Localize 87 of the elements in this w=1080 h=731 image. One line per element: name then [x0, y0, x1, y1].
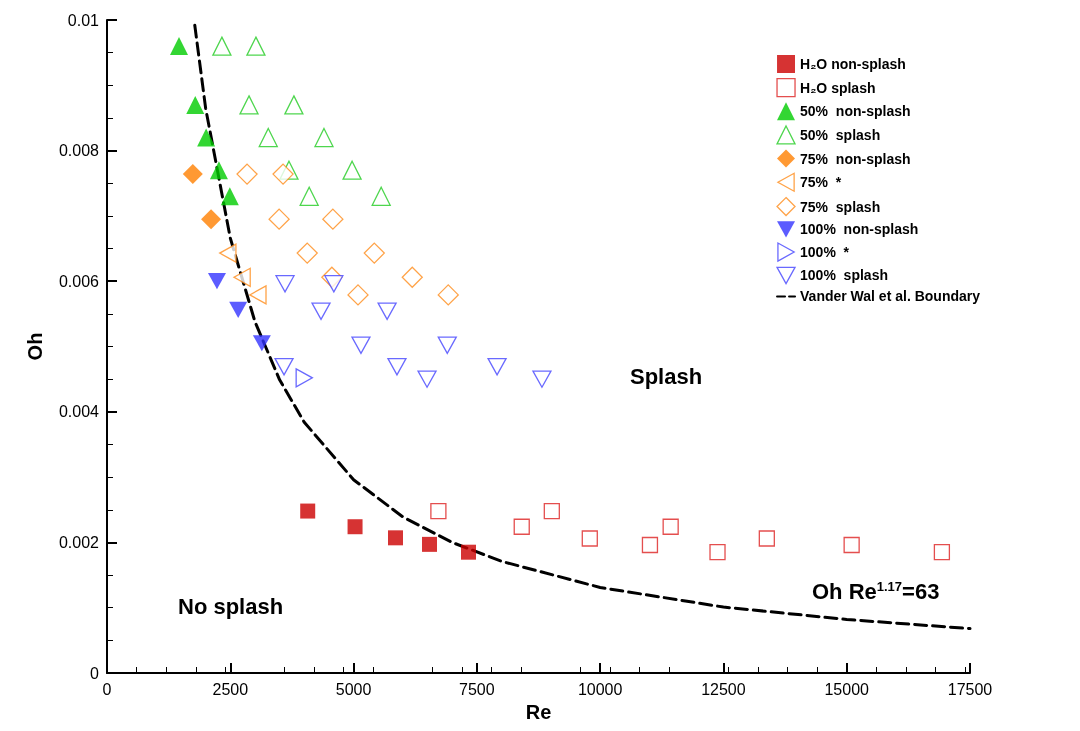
point [246, 36, 266, 56]
point [249, 285, 267, 305]
point [299, 186, 319, 206]
point [284, 95, 304, 115]
y-tick-label: 0.01 [67, 11, 100, 29]
x-tick-label: 7500 [459, 680, 495, 698]
point [422, 536, 438, 552]
point [487, 357, 507, 376]
point [314, 127, 334, 148]
point [543, 502, 560, 520]
point [401, 266, 423, 288]
x-tick-label: 0 [102, 680, 112, 698]
point [201, 209, 222, 230]
legend-label: 75% splash [800, 198, 881, 215]
point [662, 518, 679, 535]
x-tick-label: 10000 [577, 680, 623, 698]
legend-label: 50% splash [800, 126, 881, 143]
point [363, 242, 385, 264]
x-axis-title: Re [525, 700, 552, 723]
legend-label: H₂O splash [800, 79, 876, 96]
legend-label: H₂O non-splash [800, 56, 906, 72]
annotation: Splash [630, 363, 703, 389]
point [324, 275, 344, 293]
point [351, 336, 371, 354]
point [933, 544, 951, 561]
y-axis-title: Oh [24, 332, 46, 361]
point [347, 284, 369, 306]
point [268, 208, 290, 230]
x-tick-label: 5000 [335, 680, 372, 698]
point [258, 127, 278, 148]
point [300, 503, 316, 519]
point [417, 370, 437, 388]
point [170, 37, 188, 56]
x-tick-label: 15000 [824, 680, 870, 698]
legend-label: 100% splash [800, 267, 888, 284]
point [207, 273, 226, 290]
point [274, 357, 294, 376]
point [186, 95, 205, 114]
y-tick-label: 0.006 [58, 272, 100, 290]
x-tick-label: 17500 [947, 680, 993, 698]
y-tick-label: 0.002 [58, 533, 100, 551]
point [430, 502, 447, 520]
point [236, 163, 258, 185]
legend-label: 75% non-splash [800, 150, 911, 167]
legend-label: 100% * [800, 244, 850, 261]
point [311, 302, 331, 320]
point [209, 161, 228, 180]
point [296, 242, 318, 264]
point [272, 163, 294, 185]
point [233, 267, 251, 287]
point [387, 530, 403, 546]
legend-label: 100% non-splash [800, 221, 919, 238]
point [532, 370, 552, 388]
legend-label: 50% non-splash [800, 103, 911, 120]
point [229, 301, 248, 319]
point [437, 336, 457, 354]
x-tick-label: 2500 [212, 680, 249, 698]
point [347, 519, 363, 535]
point [197, 128, 216, 147]
point [641, 536, 659, 554]
point [219, 243, 237, 263]
point [371, 186, 391, 206]
point [239, 95, 259, 115]
point [843, 536, 860, 554]
point [377, 302, 397, 320]
point [709, 544, 726, 561]
x-tick-label: 12500 [701, 680, 746, 698]
point [387, 357, 407, 376]
point [460, 544, 476, 560]
legend-label: Vander Wal et al. Boundary [800, 288, 981, 305]
point [322, 208, 344, 230]
point [342, 160, 362, 180]
y-tick-label: 0.004 [58, 403, 100, 421]
point [275, 275, 295, 293]
annotation: No splash [178, 593, 284, 619]
point [212, 36, 232, 56]
point [295, 368, 314, 388]
legend-label: 75% * [800, 174, 842, 191]
point [581, 530, 598, 547]
point [182, 164, 203, 185]
point [252, 335, 271, 352]
y-tick-label: 0 [90, 664, 100, 682]
point [220, 187, 239, 206]
y-tick-label: 0.008 [58, 142, 100, 160]
point [513, 518, 530, 535]
point [437, 284, 459, 306]
point [758, 530, 775, 547]
